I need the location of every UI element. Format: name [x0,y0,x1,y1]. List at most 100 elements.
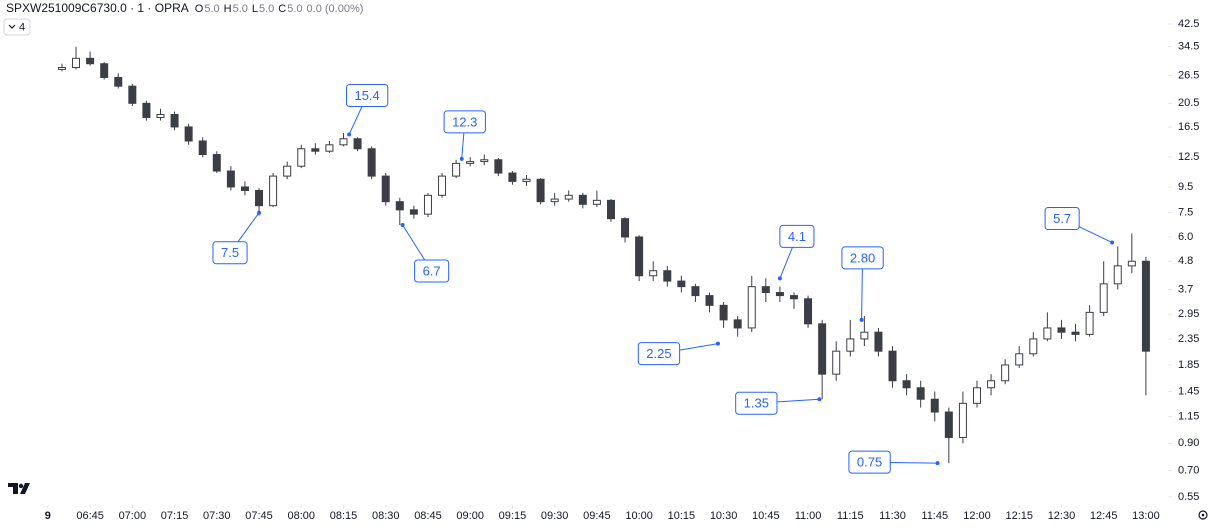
candle-body [606,199,615,220]
candle-body [423,194,432,215]
x-tick-label: 08:30 [372,510,400,522]
tv-logo[interactable] [8,483,30,494]
annotation-box [848,450,891,474]
candle-body [226,170,235,188]
settings[interactable] [1198,510,1208,520]
indicator-toggle[interactable]: 4 [3,18,31,36]
candle-body [297,148,306,167]
candle-body [747,286,756,329]
toggle-box[interactable] [3,18,31,36]
candle-body [184,126,193,142]
candle-body [128,85,137,104]
candle-body [1015,353,1024,366]
x-tick-label: 07:30 [203,510,231,522]
candle-body [550,198,559,203]
x-tick-label: 10:00 [625,510,653,522]
y-tick-label: 1.85 [1178,359,1199,371]
x-tick-label: 9 [45,510,51,522]
x-tick-label: 13:00 [1132,510,1160,522]
candle-body [1029,338,1038,355]
candle-body [564,194,573,200]
x-tick-label: 09:00 [456,510,484,522]
candle-body [395,201,404,211]
annotation: 1.35 [735,391,822,415]
candle-body [142,102,151,118]
candle-body [649,270,658,277]
candle-body [367,148,376,177]
annotation-box [414,259,450,283]
annotation-box [841,246,884,270]
candle-body [339,138,348,146]
candle-body [677,280,686,288]
ohlc-key: O [195,3,204,15]
candle-body [930,398,939,413]
symbol-title: SPXW251009C6730.0 · 1 · OPRA [6,1,189,15]
ohlc-key: C [278,3,286,15]
candle-body [198,140,207,156]
annotation: 2.80 [841,246,884,322]
candle-body [1127,260,1136,267]
candle-body [1099,283,1108,313]
y-tick-label: 1.15 [1178,411,1199,423]
annotation-box [1044,207,1080,231]
y-tick-label: 12.5 [1178,151,1199,163]
x-tick-label: 12:30 [1048,510,1076,522]
x-tick-label: 07:45 [245,510,273,522]
candle-body [57,66,66,70]
candle-body [592,199,601,205]
annotation-point [347,132,352,137]
y-tick-label: 0.90 [1178,437,1199,449]
annotation-label: 2.25 [646,346,671,361]
annotation-box [345,83,389,107]
candle-body [522,178,531,182]
x-tick-label: 09:45 [583,510,611,522]
annotation-label: 5.7 [1053,211,1071,226]
candle-body [719,304,728,321]
annotation-box [779,224,815,248]
candle-body [733,319,742,329]
x-tick-label: 08:00 [287,510,315,522]
y-tick-label: 2.35 [1178,333,1199,345]
x-tick-label: 10:45 [752,510,780,522]
candle-body [283,165,292,177]
candle-body [1001,364,1010,382]
logo[interactable] [8,483,30,494]
annotation-point [935,461,940,466]
candle-body [438,175,447,196]
annotation: 2.25 [637,341,720,366]
candle-body [705,295,714,306]
candle-body [761,286,770,294]
candle-body [170,113,179,128]
annotation: 6.7 [400,222,450,283]
x-tick-label: 12:15 [1005,510,1033,522]
annotation-point [1110,240,1115,245]
ohlc-value: 5.0 [233,3,248,15]
candle-body [888,350,897,382]
x-tick-label: 06:45 [76,510,104,522]
gear[interactable] [1198,510,1208,520]
y-tick-label: 0.70 [1178,465,1199,477]
annotation-box [735,391,778,415]
annotation: 15.4 [345,83,389,137]
x-tick-label: 11:30 [879,510,906,522]
candle-body [789,295,798,300]
candle-body [494,159,503,174]
logo-dot [18,483,24,489]
candle-body [325,144,334,152]
x-tick-label: 12:45 [1090,510,1118,522]
ohlc-key: L [252,3,258,15]
annotation: 7.5 [212,210,262,265]
candle-body [958,402,967,438]
candle-body [1057,327,1066,333]
candle-body [691,286,700,297]
annotation-point [715,341,720,346]
x-tick-label: 12:00 [963,510,991,522]
candle-body [1141,260,1150,352]
x-tick-label: 10:30 [710,510,738,522]
gear-center [1201,513,1205,517]
candle-body [409,209,418,215]
annotation-point [859,317,864,322]
annotation-label: 0.75 [857,455,882,470]
